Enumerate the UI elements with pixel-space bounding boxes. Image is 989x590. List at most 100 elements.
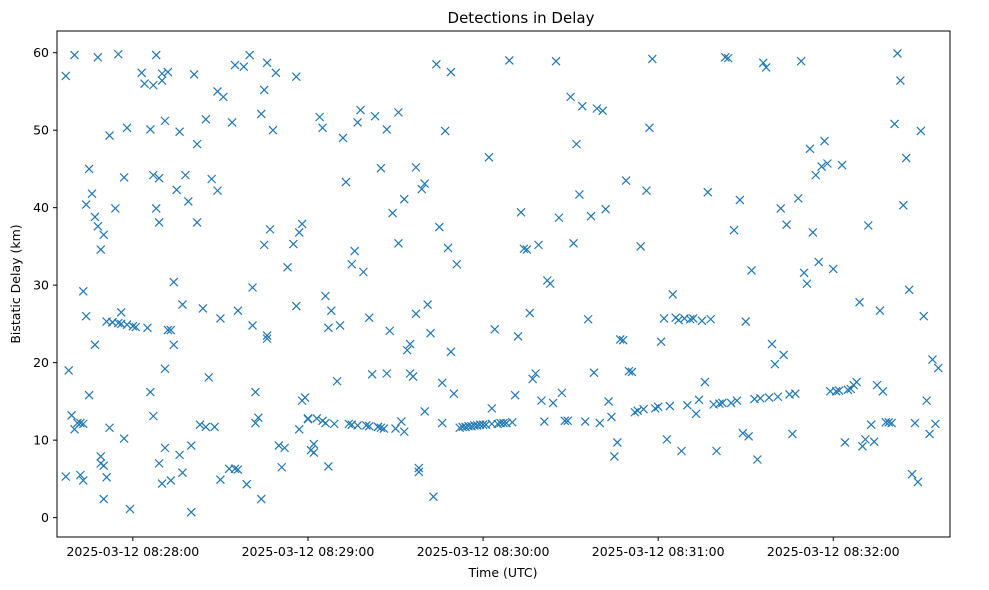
data-point xyxy=(580,417,590,426)
data-point xyxy=(429,492,438,502)
y-tick-label: 40 xyxy=(33,200,49,215)
data-point xyxy=(230,464,240,474)
data-point xyxy=(151,204,161,213)
data-point xyxy=(595,418,605,428)
data-point xyxy=(621,176,631,185)
data-point xyxy=(326,306,336,316)
data-point xyxy=(504,56,514,65)
data-point xyxy=(650,403,660,413)
data-point xyxy=(417,184,427,194)
data-point xyxy=(396,417,406,426)
data-point xyxy=(834,386,844,395)
data-point xyxy=(408,372,418,382)
data-point xyxy=(793,193,803,203)
data-point xyxy=(81,200,91,209)
data-point xyxy=(350,246,360,256)
data-point xyxy=(820,136,829,146)
data-point xyxy=(531,369,541,378)
data-point xyxy=(420,407,430,416)
data-point xyxy=(642,186,651,196)
data-point xyxy=(268,125,278,135)
data-point xyxy=(808,228,818,237)
data-point xyxy=(332,376,342,386)
data-point xyxy=(636,241,646,251)
data-point xyxy=(414,467,424,477)
data-point xyxy=(169,340,179,350)
data-point xyxy=(895,76,905,86)
data-point xyxy=(860,434,870,444)
y-tick-label: 20 xyxy=(33,355,49,370)
data-point xyxy=(119,173,129,182)
data-point xyxy=(572,139,581,149)
data-point xyxy=(256,109,266,119)
data-point xyxy=(96,245,106,254)
data-point xyxy=(186,441,196,450)
x-tick-label: 2025-03-12 08:30:00 xyxy=(417,544,550,559)
data-point xyxy=(828,264,838,274)
data-point xyxy=(437,378,447,388)
data-point xyxy=(604,396,613,406)
data-point xyxy=(545,279,555,289)
data-point xyxy=(131,322,141,332)
data-point xyxy=(216,314,225,323)
data-point xyxy=(90,340,100,350)
data-point xyxy=(271,68,281,78)
data-point xyxy=(262,58,272,68)
data-point xyxy=(831,386,841,396)
data-point xyxy=(312,414,322,423)
data-point xyxy=(796,56,806,66)
data-point xyxy=(84,164,94,174)
data-point xyxy=(96,451,106,461)
data-point xyxy=(143,323,152,333)
data-point xyxy=(248,321,257,330)
data-point xyxy=(192,217,202,227)
data-point xyxy=(353,118,363,127)
data-point xyxy=(216,475,225,485)
data-point xyxy=(752,455,762,464)
data-point xyxy=(507,417,517,427)
data-point xyxy=(99,461,109,471)
data-point xyxy=(449,389,459,399)
data-point xyxy=(140,79,149,89)
data-point xyxy=(291,72,301,82)
data-point xyxy=(323,323,333,333)
data-point xyxy=(925,429,934,439)
data-point xyxy=(814,257,824,267)
data-point xyxy=(732,396,742,406)
data-point xyxy=(738,428,748,438)
data-point xyxy=(251,418,260,428)
data-point xyxy=(787,429,797,439)
data-point xyxy=(662,434,672,444)
data-point xyxy=(919,311,929,321)
data-point xyxy=(364,313,374,323)
data-point xyxy=(265,224,275,234)
data-point xyxy=(577,101,587,111)
data-point xyxy=(399,427,409,437)
data-point xyxy=(607,412,616,422)
data-point xyxy=(858,441,867,451)
data-point xyxy=(175,127,184,137)
data-point xyxy=(592,104,602,113)
data-point xyxy=(446,347,456,357)
data-point xyxy=(805,144,815,154)
data-point xyxy=(376,423,386,433)
data-point xyxy=(633,406,643,416)
data-point xyxy=(539,417,549,426)
data-point xyxy=(601,204,611,214)
data-point xyxy=(125,504,135,514)
data-point xyxy=(154,458,164,468)
data-point xyxy=(218,92,228,102)
data-point xyxy=(589,368,599,378)
data-point xyxy=(560,416,570,426)
data-point xyxy=(744,431,754,441)
data-point xyxy=(490,324,500,334)
data-point xyxy=(178,468,187,478)
data-point xyxy=(933,363,943,373)
data-point xyxy=(370,111,380,121)
x-tick-label: 2025-03-12 08:28:00 xyxy=(66,544,199,559)
data-point xyxy=(113,318,123,328)
data-point xyxy=(674,315,684,325)
data-point xyxy=(598,106,608,116)
data-point xyxy=(178,300,187,309)
x-tick-label: 2025-03-12 08:31:00 xyxy=(592,544,725,559)
